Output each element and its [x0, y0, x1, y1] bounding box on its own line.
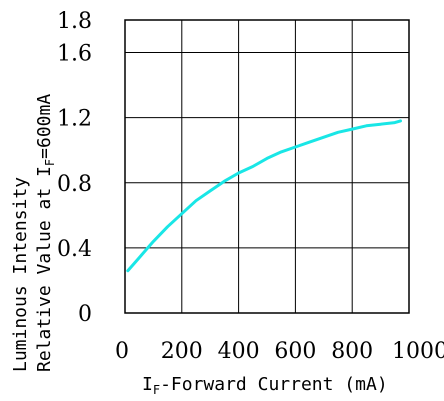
- chart-series: [126, 119, 402, 273]
- y-tick-label: 0: [78, 302, 92, 327]
- x-tick-label: 400: [218, 339, 260, 364]
- x-tick-label: 200: [161, 339, 203, 364]
- y-axis-title-line1: Luminous Intensity: [10, 177, 31, 372]
- x-tick-label: 800: [331, 339, 373, 364]
- series-line: [126, 119, 402, 273]
- x-axis-title: IF-Forward Current (mA): [142, 374, 388, 397]
- x-tick-label: 1000: [392, 339, 444, 364]
- y-tick-label: 0.4: [57, 237, 92, 262]
- x-tick-label: 600: [274, 339, 316, 364]
- x-tick-labels: 0 200 400 600 800 1000: [115, 339, 444, 364]
- y-axis-title-line2: Relative Value at IF=600mA: [34, 94, 57, 372]
- y-tick-label: 1.8: [57, 9, 92, 34]
- y-tick-label: 1.6: [57, 42, 92, 67]
- y-tick-label: 1.2: [57, 107, 92, 132]
- y-tick-labels: 0 0.4 0.8 1.2 1.6 1.8: [57, 9, 92, 327]
- plot-frame: [124, 19, 410, 314]
- y-axis-title: Luminous Intensity Relative Value at IF=…: [10, 94, 57, 372]
- chart-grid: [125, 20, 409, 313]
- x-tick-label: 0: [115, 339, 129, 364]
- y-tick-label: 0.8: [57, 172, 92, 197]
